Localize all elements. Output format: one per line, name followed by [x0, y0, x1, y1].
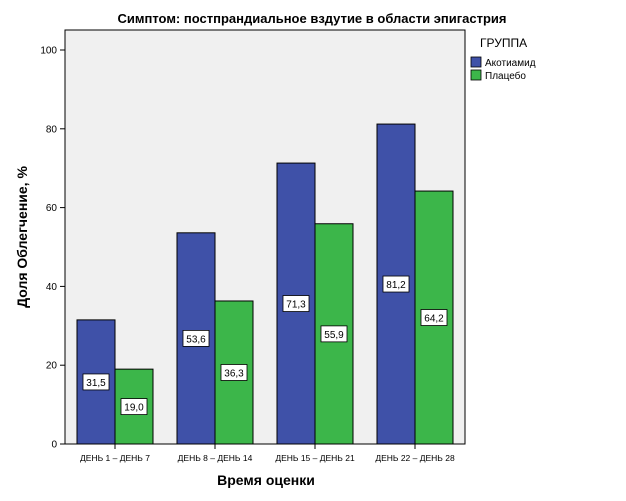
- data-label-text: 71,3: [286, 300, 306, 311]
- data-label: 31,5: [82, 373, 110, 391]
- chart-title: Симптом: постпрандиальное вздутие в обла…: [118, 11, 507, 26]
- data-label: 36,3: [220, 364, 248, 381]
- data-label-box: [220, 364, 248, 381]
- data-label: 71,3: [282, 295, 310, 312]
- data-label-text: 55,9: [324, 330, 344, 341]
- y-tick-label: 80: [46, 124, 58, 135]
- data-label-text: 53,6: [186, 334, 206, 345]
- data-label-box: [82, 373, 110, 391]
- data-label-text: 19,0: [124, 403, 144, 414]
- legend-title: ГРУППА: [480, 36, 527, 50]
- y-tick-label: 20: [46, 361, 58, 372]
- data-label-box: [382, 275, 410, 293]
- x-axis: ДЕНЬ 1 – ДЕНЬ 7 ДЕНЬ 8 – ДЕНЬ 14 ДЕНЬ 15 –…: [80, 444, 455, 463]
- data-label: 53,6: [182, 330, 210, 347]
- x-tick-label: ДЕНЬ 22 – ДЕНЬ 28: [375, 453, 455, 463]
- x-tick-label: ДЕНЬ 1 – ДЕНЬ 7: [80, 453, 150, 463]
- data-label: 55,9: [320, 325, 348, 343]
- x-axis-title: Время оценки: [217, 472, 315, 488]
- y-axis-title: Доля Облегчение, %: [14, 166, 30, 308]
- legend-swatch-akotiamid: [470, 56, 482, 68]
- data-label-box: [282, 295, 310, 312]
- data-label-text: 64,2: [424, 314, 444, 325]
- data-label: 64,2: [420, 309, 448, 326]
- legend-swatch-placebo: [470, 69, 482, 81]
- y-tick-label: 0: [51, 440, 57, 451]
- data-label-text: 36,3: [224, 368, 244, 379]
- data-label: 19,0: [120, 398, 148, 415]
- data-label-text: 31,5: [86, 378, 106, 389]
- y-tick-label: 100: [40, 46, 57, 57]
- legend: ГРУППА Акотиамид Плацебо: [470, 36, 536, 82]
- data-label-box: [120, 398, 148, 415]
- x-tick-label: ДЕНЬ 8 – ДЕНЬ 14: [178, 453, 253, 463]
- y-tick-label: 60: [46, 203, 58, 214]
- data-label-box: [420, 309, 448, 326]
- bars: 31,5 19,0 53,6 36,3 71,3 55,9 81,2 64,2: [76, 123, 454, 445]
- x-tick-label: ДЕНЬ 15 – ДЕНЬ 21: [275, 453, 355, 463]
- data-label-box: [182, 330, 210, 347]
- y-tick-label: 40: [46, 282, 58, 293]
- y-axis: 0 20 40 60 80 100: [40, 46, 65, 451]
- legend-label-placebo: Плацебо: [485, 70, 526, 82]
- legend-label-akotiamid: Акотиамид: [485, 58, 536, 69]
- data-label-box: [320, 325, 348, 343]
- data-label: 81,2: [382, 275, 410, 293]
- data-label-text: 81,2: [386, 280, 406, 291]
